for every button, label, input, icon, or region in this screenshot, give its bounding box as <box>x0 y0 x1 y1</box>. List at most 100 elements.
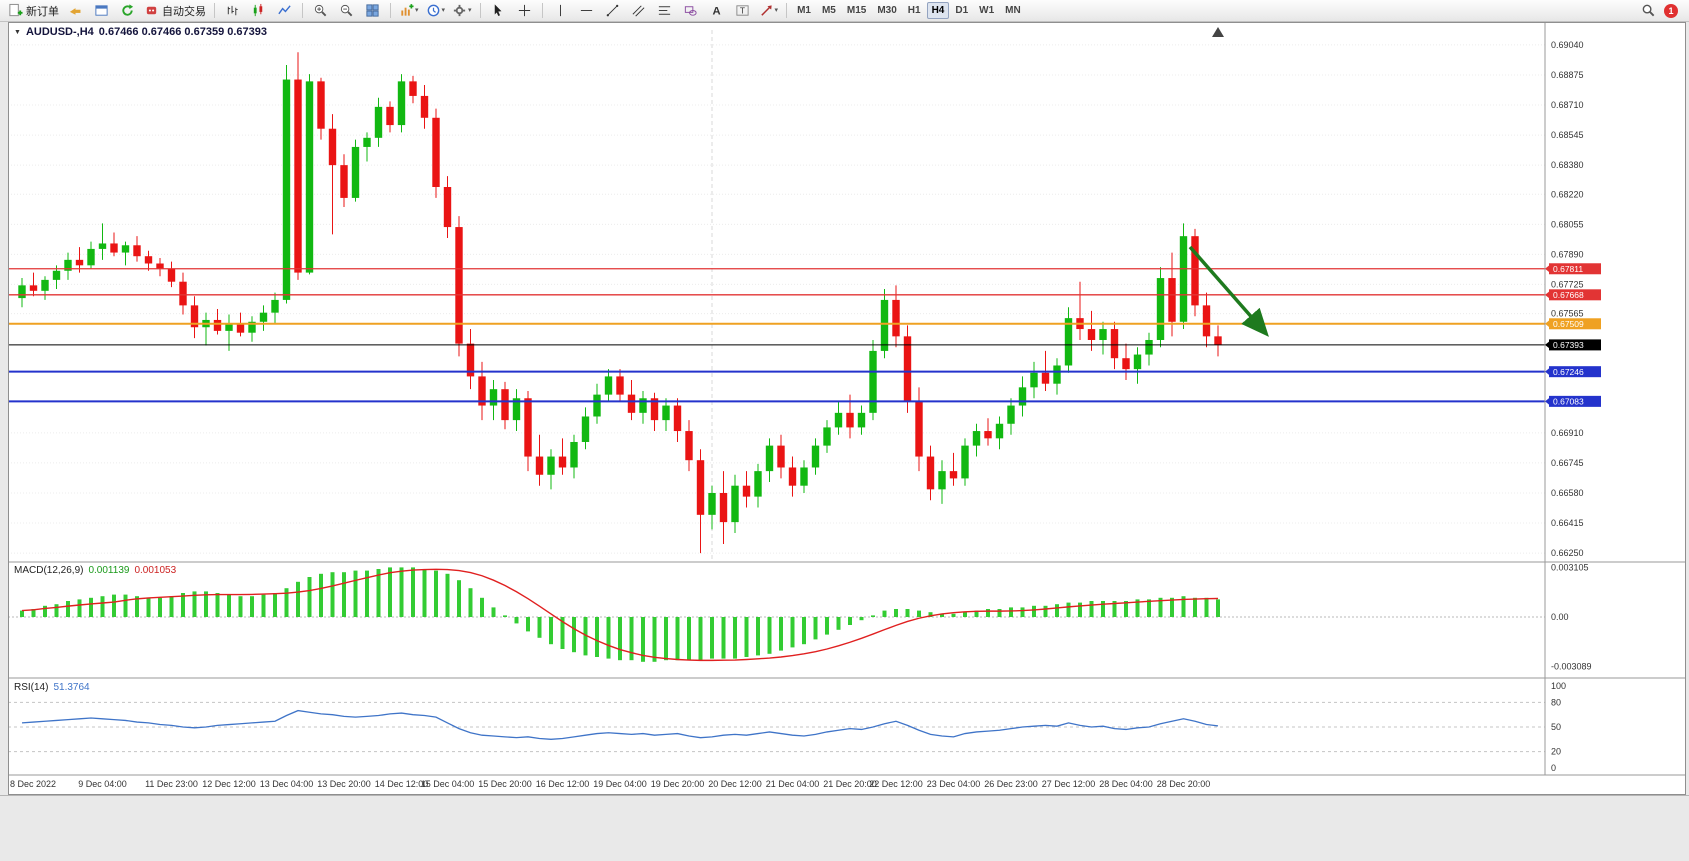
dropdown-caret-icon: ▾ <box>441 7 446 14</box>
trend-arrow-annotation[interactable] <box>1188 245 1269 337</box>
auto-trading-label: 自动交易 <box>162 5 206 18</box>
timeframe-m1[interactable]: M1 <box>797 5 811 16</box>
workspace-left-margin <box>0 22 8 860</box>
zoom-out-icon <box>340 4 353 17</box>
gridlines <box>8 30 1545 560</box>
vertical-line-icon <box>559 4 561 17</box>
crosshair-icon <box>518 4 530 17</box>
text-icon: A <box>712 5 720 17</box>
timeframe-m30[interactable]: M30 <box>877 5 897 16</box>
fibonacci-tool-button[interactable] <box>652 0 677 22</box>
svg-text:0.68380: 0.68380 <box>1551 160 1584 170</box>
svg-text:0.66580: 0.66580 <box>1551 488 1584 498</box>
shapes-icon <box>684 6 697 16</box>
svg-text:22 Dec 12:00: 22 Dec 12:00 <box>869 779 923 789</box>
bar-chart-mode-button[interactable] <box>220 0 245 22</box>
timeframe-toolbar: M1 M5 M15 M30 H1 H4 D1 W1 MN <box>792 2 1026 19</box>
horizontal-line-tool-button[interactable] <box>574 0 599 22</box>
indicators-button[interactable]: ▾ <box>396 0 422 22</box>
svg-text:0.68710: 0.68710 <box>1551 100 1584 110</box>
ohlc-bars-icon <box>227 5 238 16</box>
symbol-title: AUDUSD-,H4 <box>25 26 94 38</box>
svg-text:8 Dec 2022: 8 Dec 2022 <box>10 779 56 789</box>
auto-trading-button[interactable]: 自动交易 <box>141 0 209 22</box>
svg-text:0.67725: 0.67725 <box>1551 279 1584 289</box>
chart-window-button[interactable] <box>89 0 114 22</box>
channel-tool-button[interactable] <box>626 0 651 22</box>
notification-badge[interactable]: 1 <box>1664 3 1678 18</box>
svg-text:0.67565: 0.67565 <box>1551 309 1584 319</box>
svg-text:50: 50 <box>1551 722 1561 732</box>
svg-text:0.68055: 0.68055 <box>1551 219 1584 229</box>
arrow-objects-icon <box>760 5 772 16</box>
line-chart-mode-button[interactable] <box>272 0 297 22</box>
ohlc-quotes: 0.67466 0.67466 0.67359 0.67393 <box>98 26 267 38</box>
svg-text:20: 20 <box>1551 747 1561 757</box>
search-button[interactable] <box>1636 0 1661 22</box>
new-order-button[interactable]: 新订单 <box>5 0 62 22</box>
zoom-out-button[interactable] <box>334 0 359 22</box>
refresh-icon <box>122 4 134 16</box>
svg-text:27 Dec 12:00: 27 Dec 12:00 <box>1042 779 1096 789</box>
svg-text:0.66250: 0.66250 <box>1551 548 1584 558</box>
timeframe-m15[interactable]: M15 <box>846 5 867 16</box>
rsi-value: 51.3764 <box>53 682 90 693</box>
shapes-tool-button[interactable] <box>678 0 703 22</box>
svg-text:14 Dec 12:00: 14 Dec 12:00 <box>375 779 429 789</box>
svg-text:0.67890: 0.67890 <box>1551 249 1584 259</box>
announcement-button[interactable] <box>63 0 88 22</box>
panel-borders <box>8 22 1686 795</box>
svg-text:0.68220: 0.68220 <box>1551 189 1584 199</box>
timeframe-mn[interactable]: MN <box>1005 5 1021 16</box>
collapse-chart-icon[interactable]: ▼ <box>14 28 21 36</box>
fibonacci-icon <box>658 6 670 15</box>
refresh-button[interactable] <box>115 0 140 22</box>
timeframe-w1[interactable]: W1 <box>979 5 995 16</box>
zoom-in-button[interactable] <box>308 0 333 22</box>
main-toolbar: 新订单 自动交易 <box>0 0 1689 22</box>
vertical-line-tool-button[interactable] <box>548 0 573 22</box>
chart-shift-marker[interactable] <box>1212 27 1224 37</box>
timeframe-h4[interactable]: H4 <box>926 2 950 19</box>
svg-text:80: 80 <box>1551 697 1561 707</box>
crosshair-tool-button[interactable] <box>512 0 537 22</box>
svg-text:0.67811: 0.67811 <box>1553 264 1583 274</box>
zoom-in-icon <box>314 4 327 17</box>
periods-button[interactable]: ▾ <box>423 0 449 22</box>
rsi-panel: 100 80 50 20 0 <box>8 681 1566 773</box>
svg-text:0.00: 0.00 <box>1551 612 1569 622</box>
svg-text:0.67083: 0.67083 <box>1553 397 1584 407</box>
text-tool-button[interactable]: A <box>704 0 729 22</box>
template-button[interactable]: ▾ <box>449 0 475 22</box>
cursor-icon <box>494 4 502 17</box>
candlestick-mode-button[interactable] <box>246 0 271 22</box>
time-axis: 8 Dec 2022 9 Dec 04:00 11 Dec 23:00 12 Dec … <box>10 779 1210 789</box>
text-label-tool-button[interactable]: T <box>730 0 755 22</box>
dropdown-caret-icon: ▾ <box>468 7 472 14</box>
trendline-tool-button[interactable] <box>600 0 625 22</box>
svg-text:15 Dec 04:00: 15 Dec 04:00 <box>421 779 475 789</box>
svg-text:15 Dec 20:00: 15 Dec 20:00 <box>478 779 532 789</box>
rsi-name: RSI(14) <box>14 682 49 693</box>
tile-windows-icon <box>366 4 379 17</box>
price-level-lines[interactable] <box>8 268 1545 403</box>
timeframe-m5[interactable]: M5 <box>821 5 836 16</box>
cursor-tool-button[interactable] <box>486 0 511 22</box>
macd-name: MACD(12,26,9) <box>14 565 84 576</box>
timeframe-d1[interactable]: D1 <box>955 5 969 16</box>
svg-text:20 Dec 12:00: 20 Dec 12:00 <box>708 779 762 789</box>
svg-text:26 Dec 23:00: 26 Dec 23:00 <box>984 779 1038 789</box>
macd-panel: 0.003105 0.00 -0.003089 <box>8 562 1592 671</box>
dropdown-caret-icon: ▾ <box>415 7 419 14</box>
timeframe-h1[interactable]: H1 <box>907 5 921 16</box>
svg-text:28 Dec 04:00: 28 Dec 04:00 <box>1099 779 1153 789</box>
svg-text:0.66910: 0.66910 <box>1551 428 1584 438</box>
chart-canvas[interactable]: 0.003105 0.00 -0.003089 100 80 50 20 0 0.67811… <box>8 22 1686 795</box>
svg-text:19 Dec 04:00: 19 Dec 04:00 <box>593 779 647 789</box>
annotations[interactable] <box>1188 27 1269 337</box>
svg-text:21 Dec 04:00: 21 Dec 04:00 <box>766 779 820 789</box>
arrows-tool-button[interactable]: ▾ <box>756 0 782 22</box>
svg-text:0.67246: 0.67246 <box>1553 367 1584 377</box>
price-axis: 0.67811 0.67668 0.67509 0.67393 0.67246 0.670… <box>1545 40 1601 558</box>
tile-windows-button[interactable] <box>360 0 385 22</box>
